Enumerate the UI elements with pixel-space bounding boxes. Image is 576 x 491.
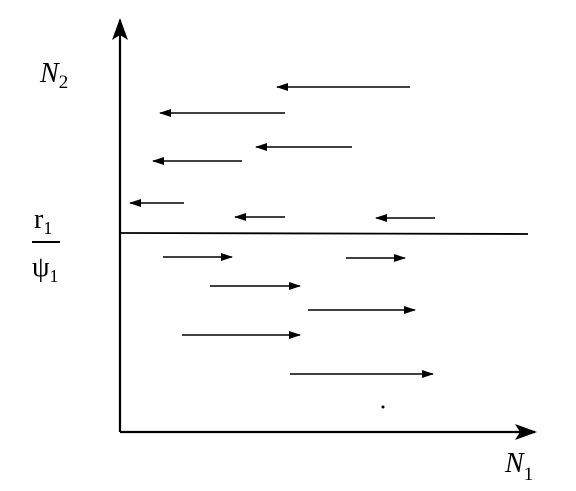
label-sub: 1 (524, 464, 534, 485)
label-sub: 1 (43, 218, 52, 238)
threshold-denominator: ψ1 (32, 252, 59, 286)
label-base: ψ (32, 252, 50, 283)
threshold-numerator: r1 (34, 204, 52, 238)
label-base: N (504, 448, 525, 479)
label-sub: 2 (59, 72, 69, 93)
arrows-right (163, 253, 434, 378)
dot (381, 405, 385, 409)
isocline (119, 232, 529, 235)
arrows-left (129, 83, 435, 222)
label-base: r (34, 204, 44, 235)
x-axis-label: N1 (504, 448, 533, 485)
y-axis-label: N2 (39, 58, 68, 93)
label-sub: 1 (50, 266, 59, 286)
label-base: N (39, 58, 60, 89)
